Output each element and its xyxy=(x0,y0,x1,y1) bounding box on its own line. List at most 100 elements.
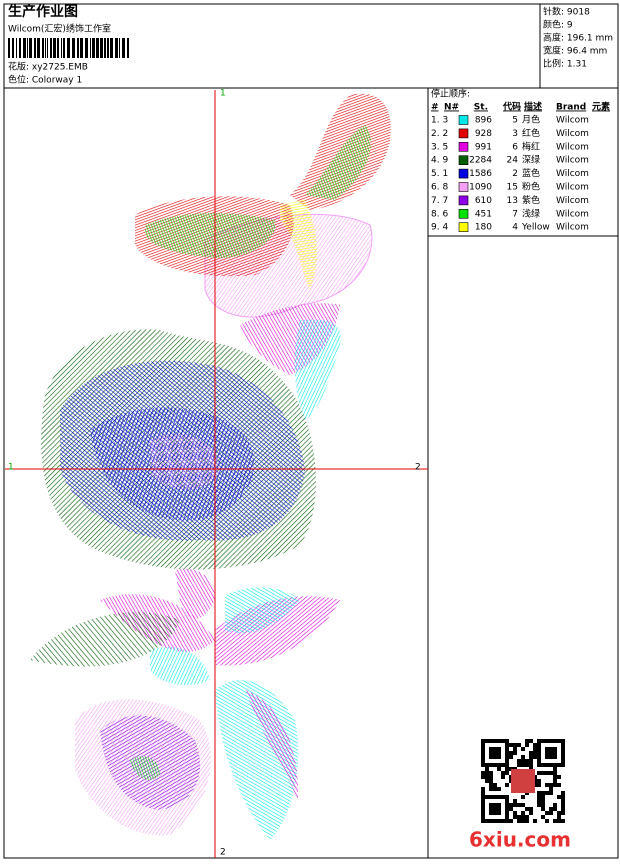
qr-cell xyxy=(485,779,489,783)
row-index: 1. 3 xyxy=(431,116,448,126)
qr-cell xyxy=(497,739,501,743)
qr-cell xyxy=(557,763,561,767)
qr-cell xyxy=(509,751,513,755)
color-swatch xyxy=(458,128,469,139)
bar-stripe xyxy=(119,38,120,58)
qr-cell xyxy=(541,799,545,803)
row-index: 6. 8 xyxy=(431,183,448,193)
bar-stripe xyxy=(92,38,95,58)
qr-cell xyxy=(501,819,505,823)
info-line: 针数: 9018 xyxy=(543,6,590,18)
qr-cell xyxy=(525,807,529,811)
qr-cell xyxy=(493,811,497,815)
qr-cell xyxy=(505,815,509,819)
description: 蓝色 xyxy=(522,167,540,179)
qr-cell xyxy=(549,747,553,751)
bar-stripe xyxy=(104,38,106,58)
qr-cell xyxy=(497,787,501,791)
qr-cell xyxy=(481,755,485,759)
bar-stripe xyxy=(29,38,32,58)
stitch-area xyxy=(294,319,341,420)
qr-cell xyxy=(481,775,485,779)
qr-cell xyxy=(557,795,561,799)
color-swatch xyxy=(458,142,469,152)
column-header: # xyxy=(431,103,439,113)
qr-cell xyxy=(561,803,565,807)
title: 生产作业图 xyxy=(8,3,78,20)
qr-cell xyxy=(485,771,489,775)
description: 紫色 xyxy=(522,194,540,206)
qr-cell xyxy=(521,819,525,823)
qr-cell xyxy=(513,751,517,755)
qr-cell xyxy=(505,807,509,811)
qr-cell xyxy=(545,747,549,751)
qr-cell xyxy=(489,795,493,799)
qr-cell xyxy=(553,747,557,751)
qr-cell xyxy=(561,739,565,743)
stitch-area xyxy=(175,568,215,619)
bar-stripe xyxy=(12,38,14,58)
qr-cell xyxy=(549,783,553,787)
qr-cell xyxy=(521,747,525,751)
qr-cell xyxy=(493,787,497,791)
bar-stripe xyxy=(85,38,88,58)
qr-cell xyxy=(537,771,541,775)
qr-cell xyxy=(553,779,557,783)
stitches: 1090 xyxy=(469,183,492,193)
qr-cell xyxy=(481,819,485,823)
description: 月色 xyxy=(522,114,540,126)
qr-cell xyxy=(549,811,553,815)
qr-cell xyxy=(493,763,497,767)
qr-cell xyxy=(481,807,485,811)
qr-cell xyxy=(501,775,505,779)
qr-cell xyxy=(561,763,565,767)
qr-cell xyxy=(549,771,553,775)
qr-cell xyxy=(505,755,509,759)
qr-cell xyxy=(505,767,509,771)
qr-cell xyxy=(505,783,509,787)
qr-cell xyxy=(561,811,565,815)
qr-logo xyxy=(511,769,535,793)
info-line: 比例: 1.31 xyxy=(543,58,587,70)
qr-cell xyxy=(513,743,517,747)
stitches: 1586 xyxy=(469,169,492,179)
qr-cell xyxy=(485,739,489,743)
qr-cell xyxy=(489,739,493,743)
qr-code xyxy=(480,738,566,824)
qr-cell xyxy=(529,755,533,759)
qr-cell xyxy=(529,811,533,815)
bar-stripe xyxy=(8,38,10,58)
code: 6 xyxy=(512,142,518,152)
qr-cell xyxy=(501,739,505,743)
qr-cell xyxy=(513,803,517,807)
qr-cell xyxy=(545,751,549,755)
bar-stripe xyxy=(27,38,28,58)
description: 深绿 xyxy=(522,154,540,166)
row-index: 5. 1 xyxy=(431,169,448,179)
qr-cell xyxy=(529,763,533,767)
qr-cell xyxy=(497,751,501,755)
qr-cell xyxy=(481,803,485,807)
axis-label: 2 xyxy=(415,463,421,473)
barcode xyxy=(8,38,129,58)
bar-stripe xyxy=(42,38,44,58)
qr-cell xyxy=(537,739,541,743)
qr-cell xyxy=(489,771,493,775)
qr-cell xyxy=(489,747,493,751)
column-header: N# xyxy=(444,103,459,113)
qr-cell xyxy=(537,755,541,759)
qr-cell xyxy=(501,771,505,775)
qr-cell xyxy=(509,819,513,823)
bar-stripe xyxy=(67,38,70,58)
qr-cell xyxy=(545,811,549,815)
axis-label: 1 xyxy=(220,89,226,99)
qr-cell xyxy=(505,743,509,747)
qr-cell xyxy=(505,771,509,775)
qr-cell xyxy=(537,747,541,751)
qr-cell xyxy=(481,747,485,751)
frame xyxy=(3,3,619,859)
qr-cell xyxy=(561,791,565,795)
qr-cell xyxy=(533,819,537,823)
qr-cell xyxy=(529,759,533,763)
